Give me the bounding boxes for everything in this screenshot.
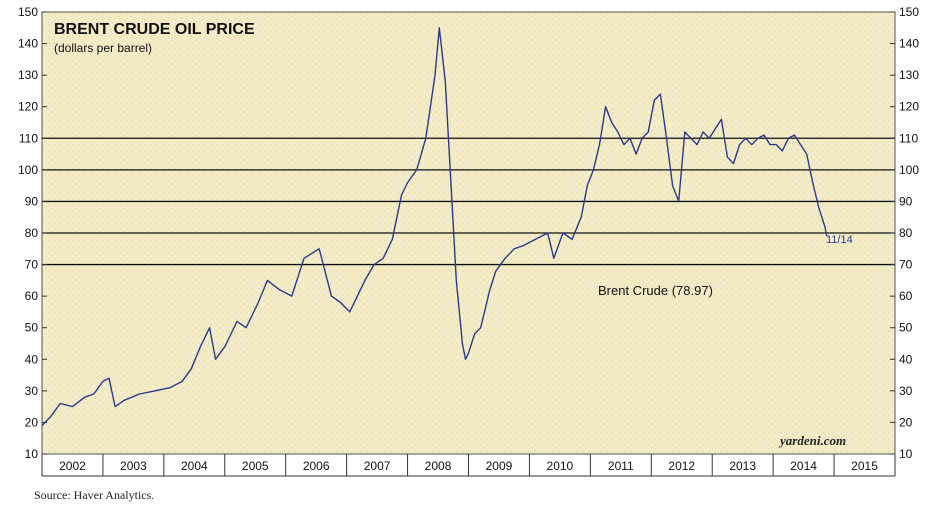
x-axis: 2002 2003 2004 2005 2006 2007 2008 2009 2010 2011…: [41, 454, 896, 477]
y-tick-label-left: 140: [18, 37, 38, 51]
y-tick-label-right: 150: [899, 5, 919, 19]
y-tick-label-right: 130: [899, 68, 919, 82]
y-tick-label-left: 30: [25, 384, 39, 398]
y-tick-label-right: 50: [899, 321, 913, 335]
y-tick-label-right: 20: [899, 415, 913, 429]
x-tick-label-2013: 2013: [729, 459, 756, 473]
y-tick-label-left: 40: [25, 352, 39, 366]
end-date-label: 11/14: [826, 234, 853, 246]
chart-subtitle: (dollars per barrel): [54, 41, 152, 55]
y-tick-label-left: 100: [18, 163, 38, 177]
x-tick-label-2004: 2004: [181, 459, 208, 473]
series-annotation: Brent Crude (78.97): [598, 283, 713, 298]
y-tick-label-left: 120: [18, 100, 38, 114]
x-tick-label-2003: 2003: [120, 459, 147, 473]
chart-title: BRENT CRUDE OIL PRICE: [54, 21, 255, 38]
y-tick-label-left: 50: [25, 321, 39, 335]
source-note: Source: Haver Analytics.: [34, 488, 155, 502]
series-line-brent: [41, 27, 828, 427]
y-tick-label-right: 120: [899, 100, 919, 114]
y-tick-label-left: 80: [25, 226, 39, 240]
y-tick-label-left: 10: [25, 447, 39, 461]
y-axis-left: 10 20 30 40 50 60 70 80 90 100 110 120 130 140 150: [18, 5, 47, 461]
x-tick-label-2010: 2010: [547, 459, 574, 473]
x-tick-label-2007: 2007: [364, 459, 391, 473]
y-tick-label-right: 40: [899, 352, 913, 366]
x-tick-label-2005: 2005: [242, 459, 269, 473]
x-tick-label-2011: 2011: [608, 459, 634, 473]
y-tick-label-left: 60: [25, 289, 39, 303]
y-tick-label-left: 20: [25, 415, 39, 429]
x-tick-label-2002: 2002: [59, 459, 86, 473]
y-tick-label-right: 100: [899, 163, 919, 177]
y-tick-label-left: 70: [25, 258, 39, 272]
x-tick-label-2014: 2014: [790, 459, 817, 473]
reference-lines: [42, 137, 895, 266]
y-tick-label-right: 60: [899, 289, 913, 303]
y-tick-label-left: 90: [25, 194, 39, 208]
brand-watermark: yardeni.com: [778, 433, 846, 448]
y-tick-label-left: 150: [18, 5, 38, 19]
y-tick-label-right: 140: [899, 37, 919, 51]
y-tick-label-right: 70: [899, 258, 913, 272]
y-tick-label-right: 90: [899, 194, 913, 208]
x-tick-label-2009: 2009: [486, 459, 513, 473]
x-tick-label-2006: 2006: [303, 459, 330, 473]
x-tick-label-2012: 2012: [668, 459, 695, 473]
y-tick-label-left: 110: [19, 131, 38, 145]
y-tick-label-left: 130: [18, 68, 38, 82]
y-tick-label-right: 10: [899, 447, 913, 461]
y-tick-label-right: 80: [899, 226, 913, 240]
x-tick-label-2015: 2015: [851, 459, 878, 473]
x-tick-label-2008: 2008: [425, 459, 452, 473]
y-axis-right: 10 20 30 40 50 60 70 80 90 100 110 120 130 140 150: [890, 5, 919, 461]
y-tick-label-right: 30: [899, 384, 913, 398]
y-tick-label-right: 110: [899, 131, 918, 145]
